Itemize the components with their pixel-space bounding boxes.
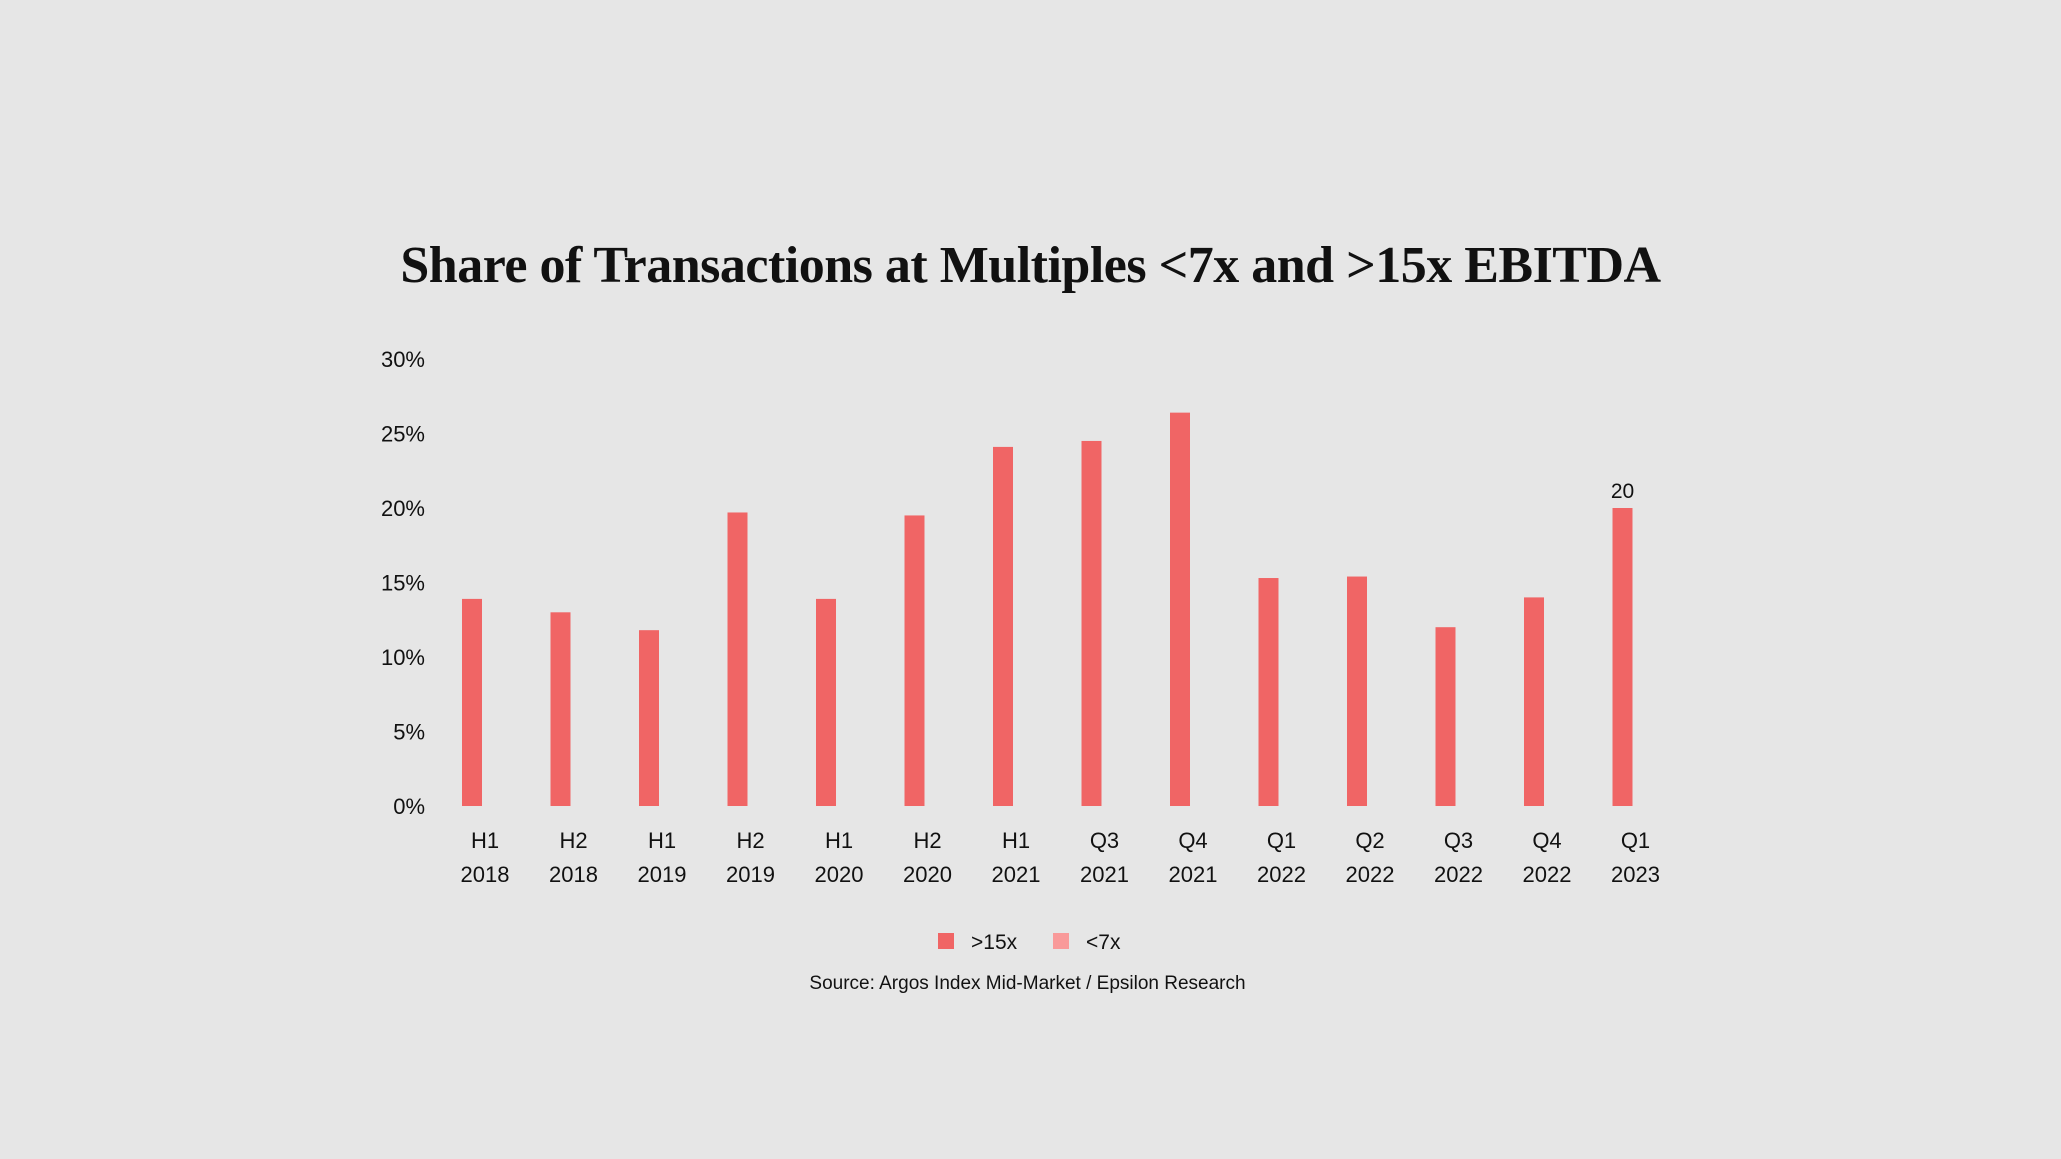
bar — [816, 598, 836, 806]
x-tick-label: H1 — [1002, 828, 1030, 853]
x-tick-label: H2 — [559, 828, 587, 853]
bar — [1435, 627, 1456, 806]
source-note: Source: Argos Index Mid-Market / Epsilon… — [809, 973, 1246, 994]
x-tick-label: H1 — [648, 828, 676, 853]
bar — [550, 612, 571, 806]
chart-title: Share of Transactions at Multiples <7x a… — [400, 237, 1661, 294]
x-tick-label: H2 — [913, 828, 941, 853]
x-tick-label: 2021 — [1169, 862, 1218, 887]
bar — [727, 512, 748, 806]
x-tick-label: 2020 — [815, 862, 864, 887]
bar — [904, 515, 925, 806]
y-tick-label: 10% — [381, 645, 425, 670]
x-tick-label: 2019 — [726, 862, 775, 887]
x-tick-label: Q4 — [1532, 828, 1561, 853]
bar — [1081, 440, 1102, 806]
x-tick-label: Q4 — [1178, 828, 1207, 853]
bar — [1258, 578, 1279, 806]
legend-label: >15x — [971, 931, 1018, 954]
x-tick-label: Q1 — [1621, 828, 1650, 853]
y-tick-label: 5% — [393, 720, 425, 745]
bar — [639, 630, 659, 806]
x-tick-label: 2023 — [1611, 862, 1660, 887]
x-tick-label: Q3 — [1444, 828, 1473, 853]
x-tick-label: H2 — [736, 828, 764, 853]
x-tick-label: 2021 — [992, 862, 1041, 887]
x-tick-label: 2022 — [1346, 862, 1395, 887]
bar — [462, 598, 482, 806]
x-tick-label: Q3 — [1090, 828, 1119, 853]
x-tick-label: H1 — [471, 828, 499, 853]
y-tick-label: 25% — [381, 422, 425, 447]
y-tick-label: 20% — [381, 496, 425, 521]
y-tick-label: 0% — [393, 794, 425, 819]
legend-swatch — [1053, 933, 1069, 949]
x-tick-label: 2019 — [638, 862, 687, 887]
y-tick-label: 15% — [381, 571, 425, 596]
x-tick-label: 2018 — [549, 862, 598, 887]
legend-swatch — [938, 933, 954, 949]
x-tick-label: Q2 — [1355, 828, 1384, 853]
bar — [1170, 412, 1190, 806]
bar — [1524, 597, 1544, 806]
x-tick-label: Q1 — [1267, 828, 1296, 853]
legend-label: <7x — [1086, 931, 1121, 954]
x-tick-label: 2022 — [1434, 862, 1483, 887]
bar — [993, 446, 1013, 806]
bar — [1612, 508, 1633, 806]
x-tick-label: 2018 — [461, 862, 510, 887]
data-label: 20 — [1611, 480, 1634, 503]
x-tick-label: 2022 — [1523, 862, 1572, 887]
bar — [1347, 576, 1367, 806]
x-tick-label: H1 — [825, 828, 853, 853]
x-tick-label: 2020 — [903, 862, 952, 887]
x-tick-label: 2022 — [1257, 862, 1306, 887]
x-tick-label: 2021 — [1080, 862, 1129, 887]
y-tick-label: 30% — [381, 347, 425, 372]
